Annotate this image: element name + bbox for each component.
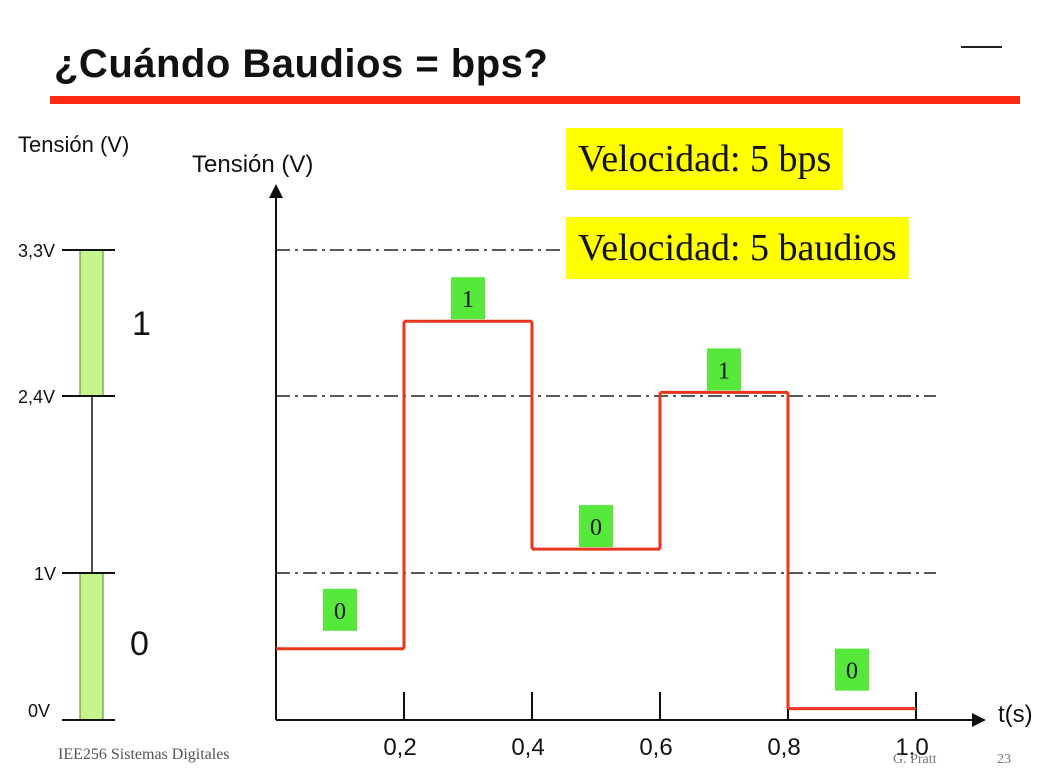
x-tick-label: 0,4 — [511, 734, 544, 761]
bit-label: 0 — [579, 505, 613, 548]
bit-label: 1 — [707, 348, 741, 391]
title-underline — [50, 96, 1020, 104]
level-label-1v: 1V — [34, 564, 56, 584]
speed-bps-label: Velocidad: 5 bps — [566, 128, 844, 190]
bit-label-box — [451, 277, 485, 320]
bit-label-box — [323, 588, 357, 631]
bit-label-text: 1 — [718, 358, 730, 384]
level-label-2v4: 2,4V — [18, 387, 55, 407]
x-tick-label: 1,0 — [895, 734, 928, 761]
bit-label-box — [579, 505, 613, 548]
bit-label-text: 0 — [590, 515, 602, 541]
scale-axis-label: Tensión (V) — [18, 132, 129, 157]
footer-course: IEE256 Sistemas Digitales — [58, 746, 230, 763]
level-label-3v3: 3,3V — [18, 241, 55, 261]
bit-label-text: 0 — [846, 659, 858, 685]
corner-dash — [961, 46, 1002, 48]
bit-label-box — [707, 348, 741, 391]
bit-label: 0 — [835, 648, 869, 691]
chart-ylabel: Tensión (V) — [192, 151, 313, 178]
footer-author: G. Pratt — [893, 752, 937, 767]
high-band — [79, 249, 104, 397]
x-tick-label: 0,2 — [383, 734, 416, 761]
x-tick-label: 0,6 — [639, 734, 672, 761]
bit-label-box — [835, 648, 869, 691]
bit-label: 0 — [323, 588, 357, 631]
chart-xlabel: t(s) — [998, 701, 1033, 728]
level-label-0v: 0V — [28, 701, 50, 721]
logic-low-label: 0 — [130, 625, 149, 663]
speed-baud-label: Velocidad: 5 baudios — [566, 217, 909, 279]
footer-page-number: 23 — [997, 752, 1011, 767]
low-band — [79, 572, 104, 721]
slide-title: ¿Cuándo Baudios = bps? — [54, 42, 549, 86]
x-tick-label: 0,8 — [767, 734, 800, 761]
bit-label-text: 0 — [334, 599, 346, 625]
bit-label: 1 — [451, 277, 485, 320]
logic-high-label: 1 — [132, 305, 151, 343]
bit-label-text: 1 — [462, 287, 474, 313]
